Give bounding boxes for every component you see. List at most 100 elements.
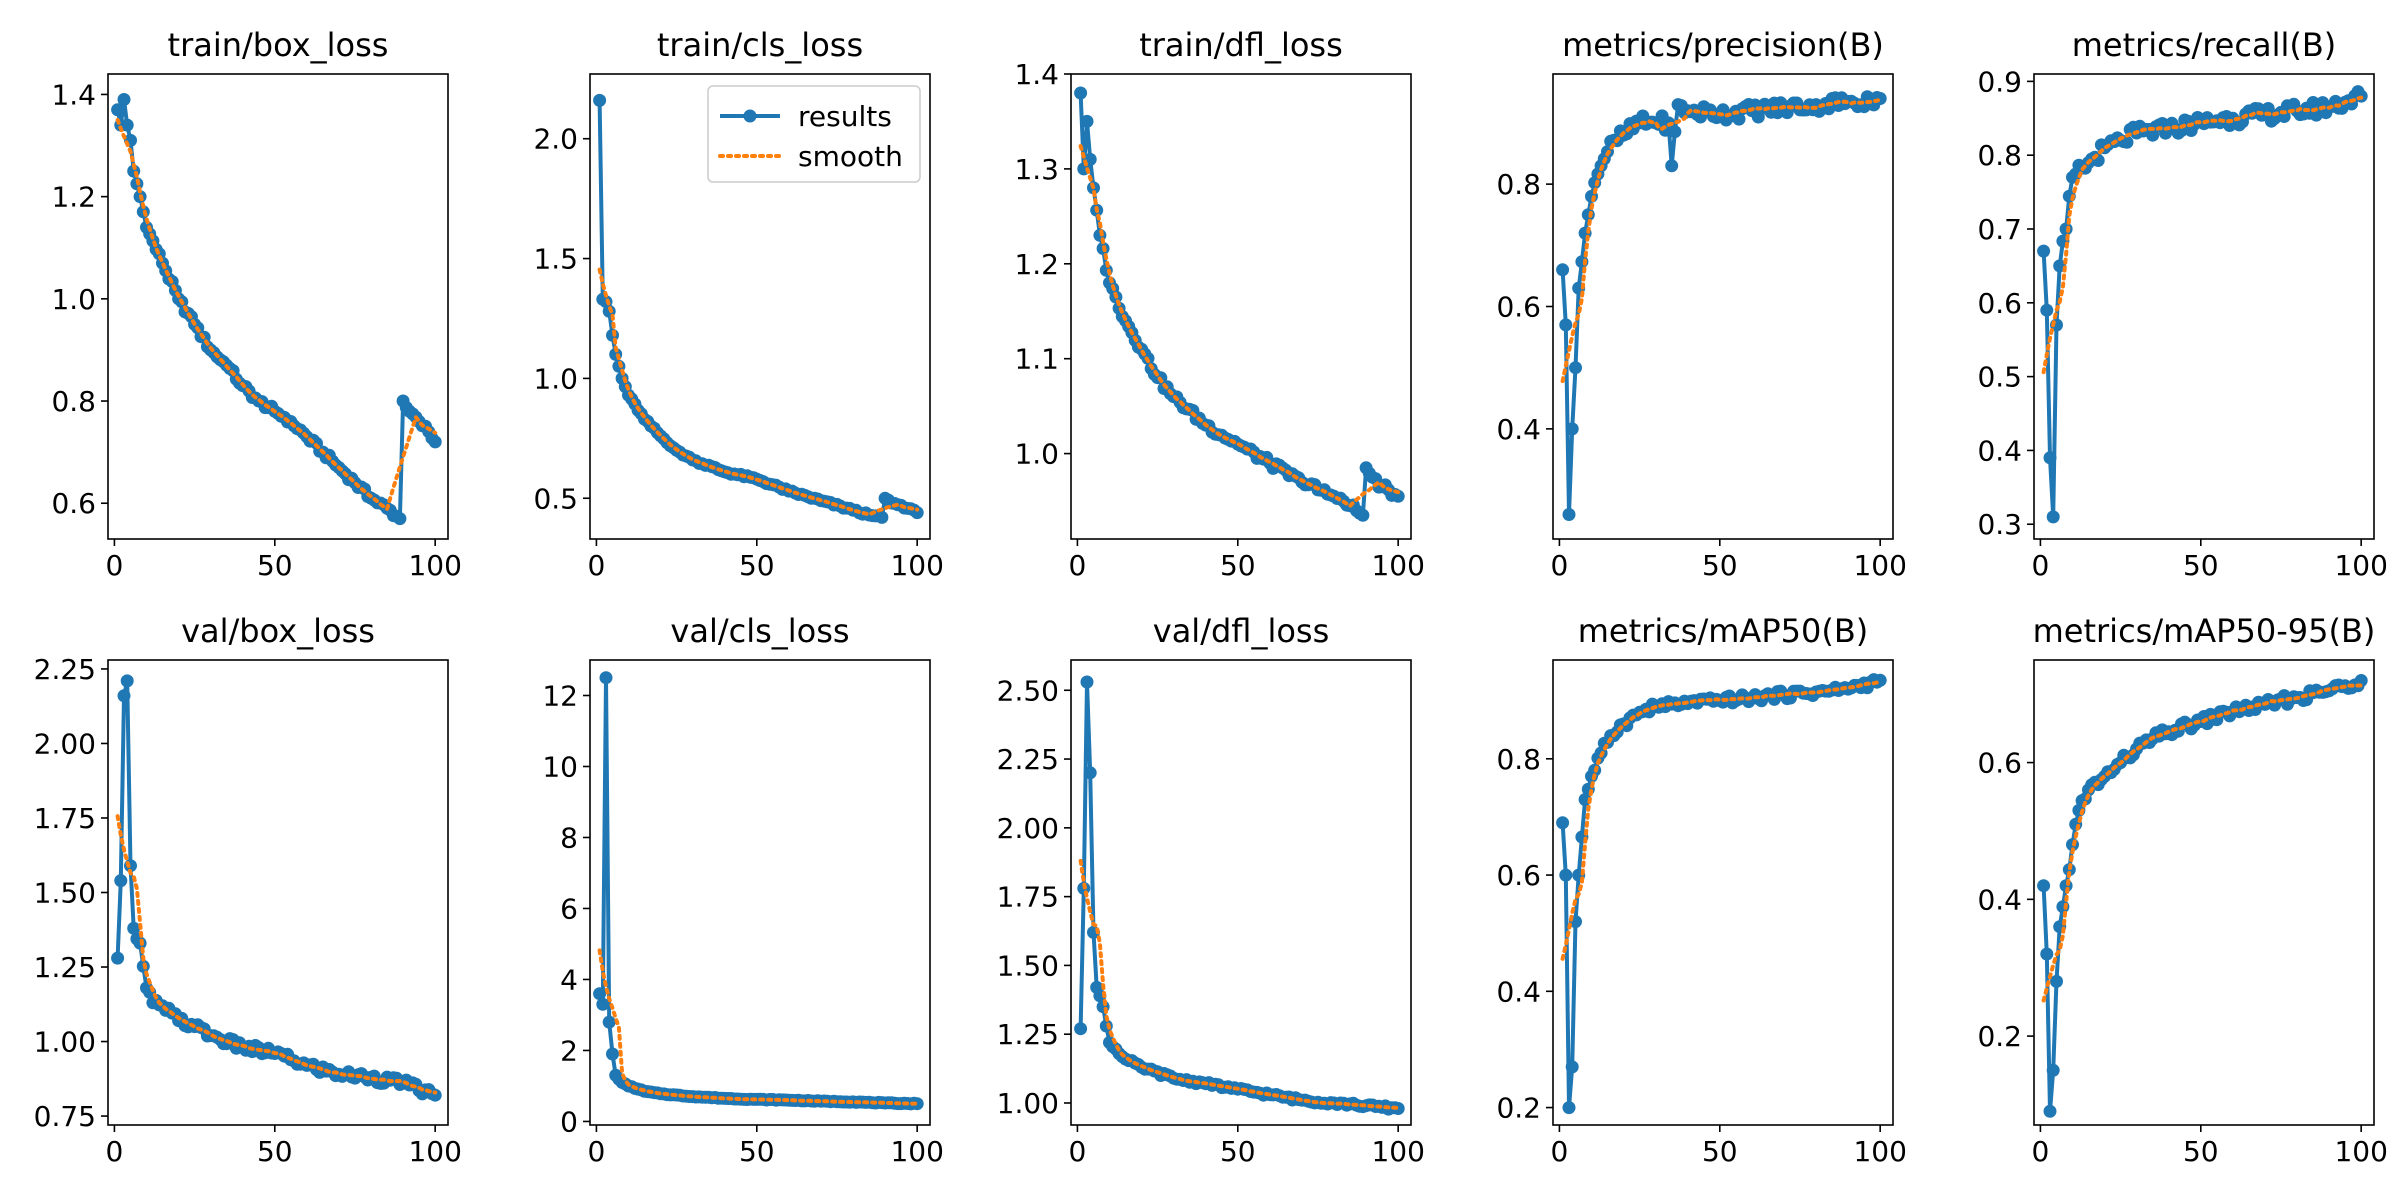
results-point (1080, 114, 1094, 128)
results-point (1391, 1102, 1405, 1115)
subplot-val-box-loss: val/box_loss 0 50 100 0.75 1.00 1.25 1.50 1.75 2.… (34, 612, 462, 1168)
results-point (1581, 208, 1595, 222)
y-tick-label: 1.5 (533, 243, 578, 276)
y-tick-label: 2.50 (997, 674, 1059, 707)
results-point (910, 1097, 924, 1111)
subplot-title: val/box_loss (181, 612, 375, 650)
x-tick-label: 100 (408, 549, 461, 582)
smooth-line (115, 118, 438, 513)
smooth-line (1078, 144, 1401, 509)
axes-frame (1552, 73, 1894, 540)
x-tick-label: 50 (739, 549, 775, 582)
y-tick-label: 0.6 (1977, 747, 2022, 780)
results-point (114, 874, 128, 888)
results-point (117, 689, 131, 703)
y-tick-label: 1.0 (51, 283, 96, 316)
y-tick-label: 1.0 (533, 362, 578, 395)
results-point (1665, 159, 1679, 173)
x-tick-label: 0 (2032, 1135, 2050, 1168)
y-tick-label: 2.0 (533, 123, 578, 156)
y-tick-label: 1.50 (997, 949, 1059, 982)
y-tick-label: 1.75 (997, 881, 1059, 914)
subplot-val-cls-loss: val/cls_loss 0 50 100 0 2 4 6 8 10 12 (542, 612, 944, 1168)
results-point (1074, 1022, 1088, 1036)
y-tick-label: 0.2 (1496, 1092, 1541, 1125)
results-point (1080, 675, 1094, 689)
results-point (593, 987, 607, 1001)
y-tick-label: 0.4 (1496, 975, 1541, 1008)
legend: results smooth (707, 85, 921, 183)
smooth-line (1560, 97, 1883, 384)
y-tick-label: 1.1 (1014, 343, 1059, 376)
y-tick-label: 0.2 (1977, 1020, 2022, 1053)
smooth-line (2041, 683, 2364, 1003)
x-tick-label: 50 (2183, 1135, 2219, 1168)
results-point (1556, 816, 1570, 830)
results-point (1668, 125, 1682, 139)
y-tick-label: 0.8 (51, 385, 96, 418)
x-tick-label: 0 (1069, 1135, 1087, 1168)
axes-frame (2033, 73, 2375, 540)
smooth-line (1078, 858, 1401, 1110)
x-tick-label: 50 (739, 1135, 775, 1168)
subplot-title: val/cls_loss (670, 612, 849, 650)
x-tick-label: 50 (1702, 549, 1738, 582)
results-point (1559, 318, 1573, 332)
y-tick-label: 12 (542, 679, 578, 712)
results-point (127, 921, 141, 935)
results-point (120, 118, 134, 132)
y-tick-label: 0 (560, 1105, 578, 1138)
x-tick-label: 0 (1069, 549, 1087, 582)
subplot-metrics-recall-b-: metrics/recall(B) 0 50 100 0.3 0.4 0.5 0.6 0.7 0.… (1977, 26, 2387, 582)
smooth-line (597, 948, 920, 1106)
x-tick-label: 100 (890, 549, 943, 582)
y-tick-label: 1.2 (51, 181, 96, 214)
y-tick-label: 0.8 (1977, 139, 2022, 172)
y-tick-label: 0.4 (1977, 434, 2022, 467)
x-tick-label: 100 (2334, 549, 2387, 582)
x-tick-label: 50 (2183, 549, 2219, 582)
smooth-line (597, 267, 920, 517)
axes-frame (1552, 659, 1894, 1126)
subplot-title: metrics/mAP50(B) (1578, 612, 1869, 650)
subplot-metrics-map50-b-: metrics/mAP50(B) 0 50 100 0.2 0.4 0.6 0.8 (1496, 612, 1906, 1168)
subplot-title: val/dfl_loss (1153, 612, 1330, 650)
x-tick-label: 100 (1371, 1135, 1424, 1168)
x-tick-label: 100 (1371, 549, 1424, 582)
y-tick-label: 1.4 (1014, 58, 1059, 91)
y-tick-label: 1.50 (34, 877, 96, 910)
y-tick-label: 0.8 (1496, 168, 1541, 201)
y-tick-label: 1.4 (51, 78, 96, 111)
results-point (602, 1015, 616, 1029)
y-tick-label: 2.25 (997, 743, 1059, 776)
y-tick-label: 0.6 (51, 487, 96, 520)
results-line (115, 97, 437, 521)
axes-frame (107, 73, 449, 540)
x-tick-label: 50 (1702, 1135, 1738, 1168)
results-line (597, 675, 918, 1106)
x-tick-label: 100 (890, 1135, 943, 1168)
y-tick-label: 2.00 (34, 727, 96, 760)
results-point (2046, 510, 2060, 524)
results-point (599, 671, 613, 685)
results-point (2037, 879, 2051, 893)
axes-frame (107, 659, 449, 1126)
results-point (1569, 361, 1582, 375)
y-tick-label: 10 (542, 750, 578, 783)
y-tick-label: 1.00 (34, 1026, 96, 1059)
y-tick-label: 2 (560, 1034, 578, 1067)
results-point (593, 93, 607, 107)
y-tick-label: 1.0 (1014, 438, 1059, 471)
results-point (2050, 974, 2063, 988)
subplot-train-box-loss: train/box_loss 0 50 100 0.6 0.8 1.0 1.2 1.4 (51, 26, 461, 582)
x-tick-label: 100 (1853, 549, 1906, 582)
subplot-val-dfl-loss: val/dfl_loss 0 50 100 1.00 1.25 1.50 1.75 2.00 2.… (997, 612, 1425, 1168)
axes-frame (1070, 73, 1412, 540)
x-tick-label: 100 (1853, 1135, 1906, 1168)
y-tick-label: 1.2 (1014, 248, 1059, 281)
y-tick-label: 1.3 (1014, 153, 1059, 186)
y-tick-label: 8 (560, 821, 578, 854)
x-tick-label: 100 (408, 1135, 461, 1168)
results-point (111, 951, 125, 965)
y-tick-label: 1.75 (34, 802, 96, 835)
